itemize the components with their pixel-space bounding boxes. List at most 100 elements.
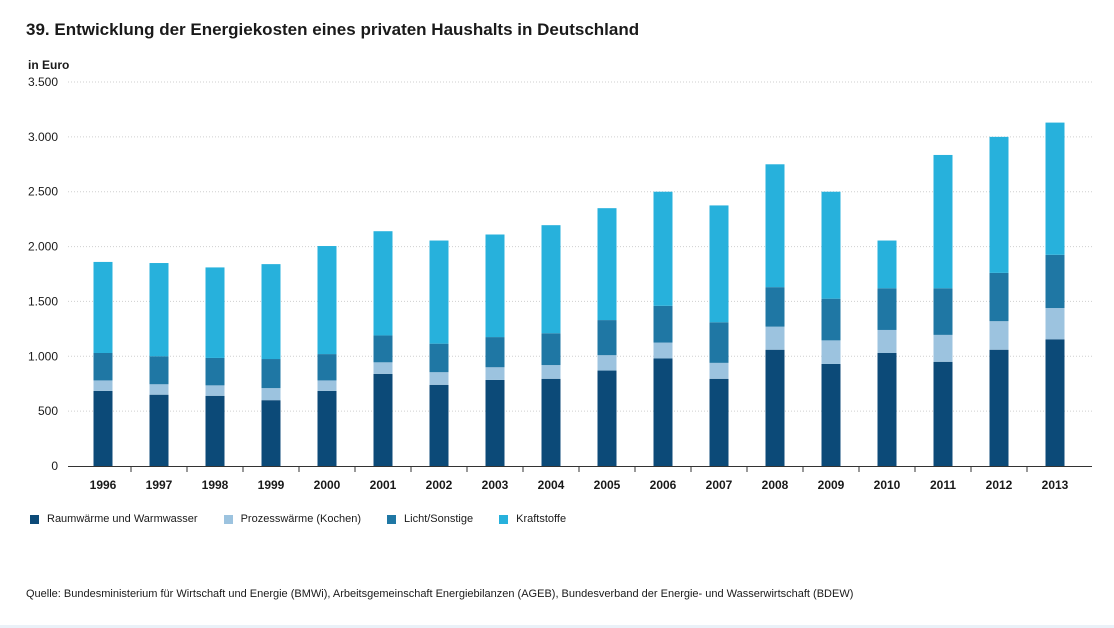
bar-segment — [261, 400, 281, 466]
bar-stack-1996 — [93, 261, 113, 466]
bar-stack-2010 — [877, 240, 897, 466]
y-tick-label: 500 — [38, 404, 58, 418]
bar-segment — [317, 390, 337, 466]
legend-item: Raumwärme und Warmwasser — [30, 513, 198, 525]
bar-stack-2006 — [653, 191, 673, 466]
y-tick-labels: 0 500 1.000 1.500 2.000 2.500 3.000 3.500 — [28, 75, 58, 473]
y-tick-label: 3.000 — [28, 130, 58, 144]
bar-segment — [765, 326, 785, 350]
x-tick-label: 2005 — [594, 478, 621, 492]
bar-segment — [597, 355, 617, 371]
bar-segment — [821, 363, 841, 466]
x-tick-label: 1998 — [202, 478, 229, 492]
bar-segment — [205, 357, 225, 386]
x-axis — [68, 466, 1092, 472]
bar-segment — [429, 343, 449, 373]
bar-segment — [653, 305, 673, 343]
x-tick-label: 1997 — [146, 478, 173, 492]
bar-stack-2001 — [373, 231, 393, 466]
bar-stack-2002 — [429, 240, 449, 466]
bar-segment — [597, 370, 617, 466]
bar-segment — [989, 349, 1009, 466]
bar-segment — [821, 298, 841, 341]
legend: Raumwärme und Warmwasser Prozesswärme (Ko… — [30, 513, 592, 525]
bar-segment — [765, 287, 785, 327]
legend-label: Prozesswärme (Kochen) — [240, 513, 362, 525]
bar-segment — [765, 164, 785, 288]
legend-label: Raumwärme und Warmwasser — [47, 513, 198, 525]
bar-segment — [989, 321, 1009, 350]
bar-segment — [485, 367, 505, 380]
bar-segment — [709, 362, 729, 379]
bar-segment — [429, 372, 449, 385]
y-tick-label: 0 — [51, 459, 58, 473]
bar-segment — [877, 352, 897, 466]
legend-item: Kraftstoffe — [499, 513, 566, 525]
bar-stack-2009 — [821, 191, 841, 466]
bar-segment — [541, 378, 561, 466]
x-tick-label: 2002 — [426, 478, 453, 492]
x-tick-labels: 1996 1997 1998 1999 2000 2001 2002 2003 2004 2005… — [90, 478, 1069, 492]
bar-segment — [1045, 339, 1065, 466]
bar-stack-1997 — [149, 263, 169, 466]
bar-segment — [989, 136, 1009, 273]
x-tick-label: 2000 — [314, 478, 341, 492]
bar-segment — [373, 362, 393, 374]
legend-swatch — [223, 514, 233, 524]
bar-stack-1998 — [205, 267, 225, 466]
bar-segment — [877, 288, 897, 330]
y-tick-label: 1.000 — [28, 349, 58, 363]
bar-segment — [653, 191, 673, 306]
bar-segment — [317, 380, 337, 391]
bar-segment — [541, 333, 561, 366]
bar-segment — [541, 225, 561, 334]
x-tick-label: 2012 — [986, 478, 1013, 492]
bar-segment — [989, 272, 1009, 322]
y-tick-label: 2.500 — [28, 185, 58, 199]
x-tick-label: 2004 — [538, 478, 565, 492]
bar-segment — [93, 380, 113, 391]
bar-segment — [877, 240, 897, 289]
bar-segment — [93, 261, 113, 353]
bar-segment — [597, 320, 617, 356]
bar-segment — [261, 264, 281, 360]
bar-segment — [149, 356, 169, 385]
bar-segment — [429, 240, 449, 344]
bar-segment — [205, 267, 225, 358]
bar-segment — [709, 205, 729, 323]
bar-segment — [821, 340, 841, 364]
bar-stack-2011 — [933, 154, 953, 466]
legend-swatch — [387, 514, 397, 524]
bar-segment — [317, 246, 337, 355]
bar-stack-2005 — [597, 208, 617, 466]
bar-segment — [765, 349, 785, 466]
bar-segment — [429, 384, 449, 466]
bar-segment — [373, 373, 393, 466]
bar-stack-2008 — [765, 164, 785, 466]
bar-stack-2007 — [709, 205, 729, 466]
legend-swatch — [30, 514, 39, 524]
bar-segment — [1045, 254, 1065, 309]
bar-stack-1999 — [261, 264, 281, 466]
chart-title: 39. Entwicklung der Energiekosten eines … — [26, 20, 640, 39]
bar-segment — [485, 379, 505, 466]
bar-stack-2003 — [485, 234, 505, 466]
bottom-rule — [0, 625, 1114, 628]
bar-segment — [205, 385, 225, 396]
y-axis-unit-label: in Euro — [28, 58, 70, 72]
bar-segment — [1045, 308, 1065, 340]
bar-segment — [653, 358, 673, 466]
x-tick-label: 1999 — [258, 478, 285, 492]
bar-segment — [373, 231, 393, 336]
x-tick-label: 2007 — [706, 478, 733, 492]
legend-item: Prozesswärme (Kochen) — [223, 513, 362, 525]
y-tick-label: 2.000 — [28, 240, 58, 254]
x-tick-label: 2006 — [650, 478, 677, 492]
bar-segment — [709, 378, 729, 466]
bar-segment — [93, 390, 113, 466]
bar-segment — [821, 191, 841, 299]
bar-stack-2012 — [989, 136, 1009, 466]
bar-segment — [709, 322, 729, 363]
bar-segment — [933, 361, 953, 466]
x-tick-label: 2010 — [874, 478, 901, 492]
